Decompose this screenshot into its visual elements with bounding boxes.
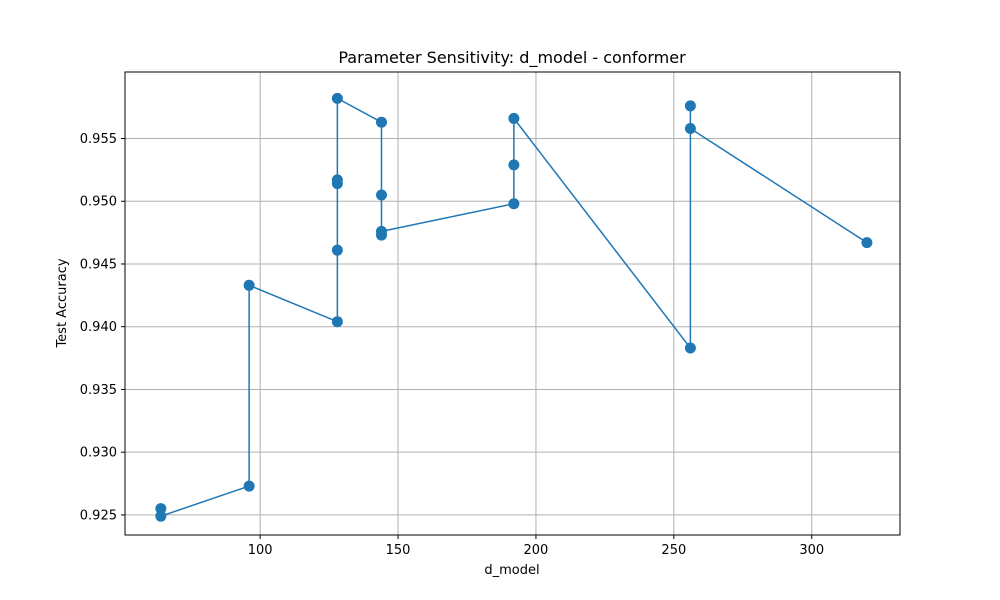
y-tick-label: 0.930 [80,446,117,461]
data-point [331,92,343,104]
y-tick-label: 0.945 [80,257,117,272]
y-tick-label: 0.935 [80,383,117,398]
data-point [508,112,520,124]
data-point [684,342,696,354]
data-point [861,237,873,249]
data-point [243,480,255,492]
data-point [243,279,255,291]
series-line [160,97,868,517]
chart-title: Parameter Sensitivity: d_model - conform… [338,48,686,68]
x-ticks: 100 150 200 250 300 [248,535,824,558]
data-point [331,174,343,186]
data-point [508,198,520,210]
y-tick-label: 0.925 [80,508,117,523]
x-tick-label: 100 [248,543,273,558]
data-point [375,116,387,128]
data-point [684,122,696,134]
plot-frame [124,71,901,536]
x-tick-label: 300 [799,543,824,558]
x-tick-label: 150 [386,543,411,558]
y-ticks: 0.925 0.930 0.935 0.940 0.945 0.950 0.955 [80,132,125,523]
data-point [375,225,387,237]
grid [125,72,900,535]
series [155,92,873,522]
data-point [331,316,343,328]
data-point [331,244,343,256]
x-tick-label: 250 [661,543,686,558]
x-axis-label: d_model [484,563,539,578]
data-point [155,503,167,515]
y-tick-label: 0.950 [80,195,117,210]
data-point [375,189,387,201]
x-tick-label: 200 [524,543,549,558]
y-tick-label: 0.940 [80,320,117,335]
data-point [508,159,520,171]
data-point [684,100,696,112]
y-axis-label: Test Accuracy [55,258,70,348]
y-tick-label: 0.955 [80,132,117,147]
data-point [155,510,167,522]
